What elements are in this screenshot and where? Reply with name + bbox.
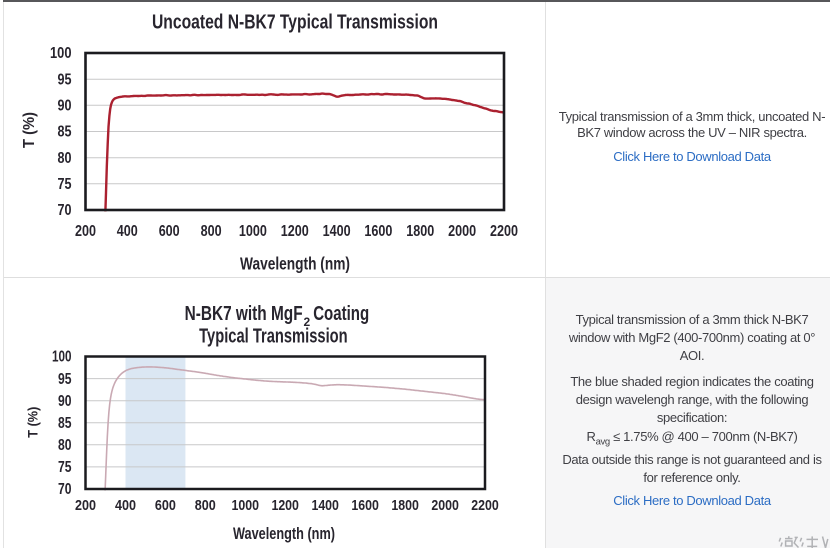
svg-text:95: 95 (58, 371, 72, 388)
svg-text:N-BK7 with MgF: N-BK7 with MgF (185, 303, 303, 325)
svg-text:400: 400 (115, 497, 136, 514)
svg-text:75: 75 (58, 176, 72, 193)
svg-text:1600: 1600 (364, 223, 392, 240)
svg-text:800: 800 (195, 497, 216, 514)
svg-text:800: 800 (201, 223, 222, 240)
svg-text:100: 100 (52, 349, 72, 366)
svg-text:Wavelength (nm): Wavelength (nm) (233, 525, 335, 543)
svg-text:200: 200 (75, 497, 96, 514)
svg-text:90: 90 (58, 393, 72, 410)
svg-text:1400: 1400 (311, 497, 339, 514)
svg-text:85: 85 (58, 415, 72, 432)
svg-text:1800: 1800 (391, 497, 419, 514)
svg-text:85: 85 (58, 124, 72, 141)
svg-text:200: 200 (75, 223, 96, 240)
svg-text:80: 80 (58, 437, 72, 454)
svg-text:Wavelength (nm): Wavelength (nm) (240, 254, 350, 274)
svg-text:70: 70 (58, 202, 72, 219)
svg-text:400: 400 (117, 223, 138, 240)
svg-text:T (%): T (%) (21, 112, 38, 148)
svg-text:100: 100 (50, 45, 72, 62)
svg-text:Uncoated N-BK7 Typical Transmi: Uncoated N-BK7 Typical Transmission (152, 12, 438, 34)
svg-text:2000: 2000 (431, 497, 459, 514)
svg-text:600: 600 (159, 223, 180, 240)
svg-text:1400: 1400 (323, 223, 351, 240)
svg-text:90: 90 (58, 98, 72, 115)
svg-text:2200: 2200 (490, 223, 518, 240)
svg-text:Coating: Coating (313, 303, 369, 325)
svg-text:1200: 1200 (281, 223, 309, 240)
svg-text:2: 2 (304, 315, 311, 329)
svg-text:1000: 1000 (239, 223, 267, 240)
svg-text:2000: 2000 (448, 223, 476, 240)
svg-text:75: 75 (58, 459, 72, 476)
svg-text:95: 95 (58, 71, 72, 88)
svg-text:80: 80 (58, 150, 72, 167)
svg-text:1800: 1800 (406, 223, 434, 240)
svg-text:1600: 1600 (351, 497, 379, 514)
svg-text:Typical Transmission: Typical Transmission (199, 326, 348, 348)
svg-text:2200: 2200 (471, 497, 499, 514)
svg-text:1200: 1200 (271, 497, 299, 514)
svg-text:1000: 1000 (232, 497, 260, 514)
svg-text:T (%): T (%) (25, 407, 41, 438)
svg-text:70: 70 (58, 481, 72, 498)
svg-text:600: 600 (155, 497, 176, 514)
